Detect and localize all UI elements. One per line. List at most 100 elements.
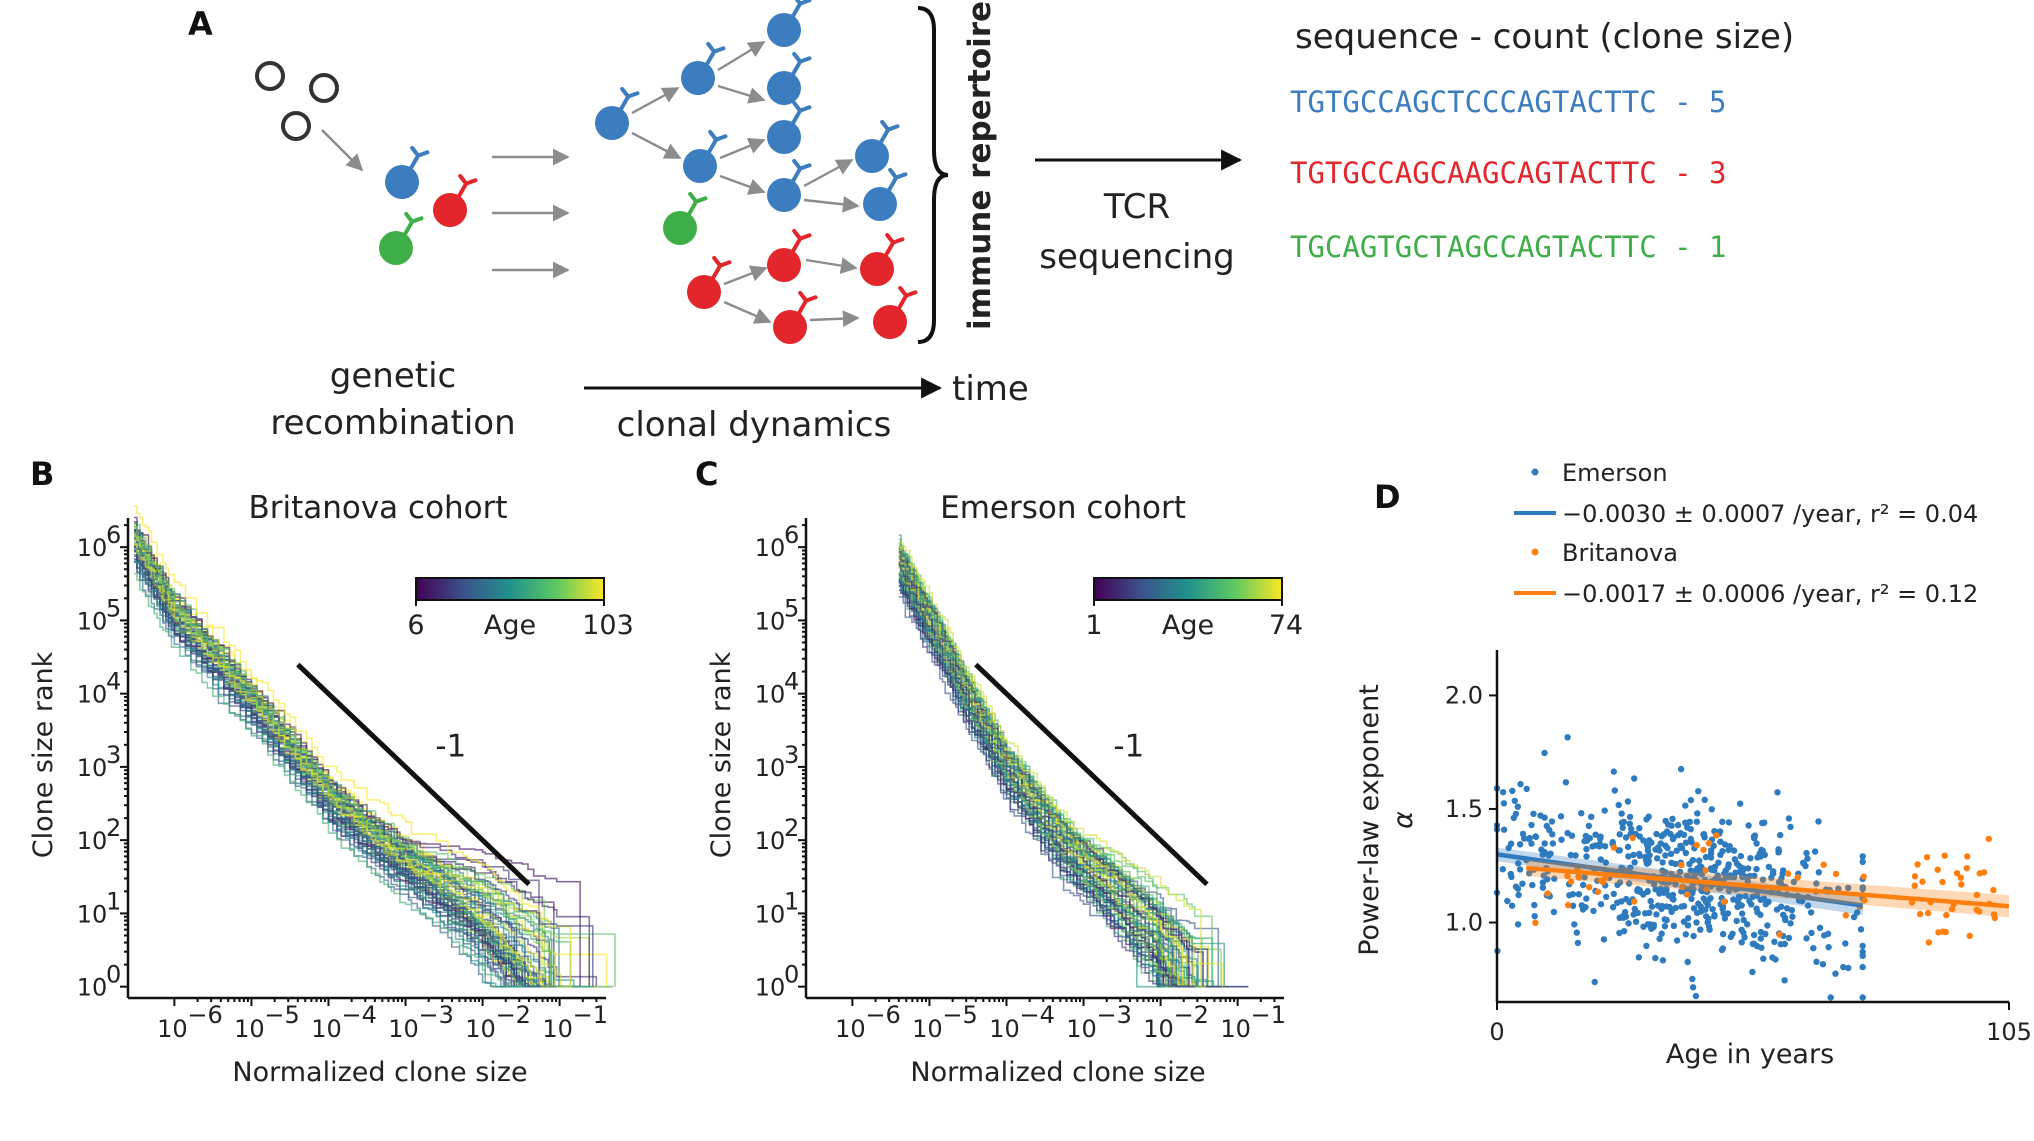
x-tick-exponent: −5: [264, 1001, 299, 1029]
scatter-point: [1631, 859, 1638, 866]
x-tick-exponent: −5: [942, 1001, 977, 1029]
scatter-point: [1634, 909, 1642, 917]
t-cell: [767, 0, 812, 47]
scatter-point: [1733, 917, 1740, 925]
scatter-point: [1657, 885, 1665, 892]
x-tick-label: 10: [542, 1015, 573, 1043]
scatter-point: [1668, 822, 1675, 829]
scatter-point: [1599, 878, 1607, 886]
scatter-point: [1705, 896, 1712, 904]
chart-title: Emerson cohort: [940, 490, 1186, 526]
genetic-label: genetic: [330, 356, 456, 396]
scatter-point: [1680, 918, 1688, 925]
sequence-green: TGCAGTGCTAGCCAGTACTTC - 1: [1290, 230, 1727, 264]
t-cell-body: [767, 13, 801, 47]
sequence-blue: TGTGCCAGCTCCCAGTACTTC - 5: [1290, 85, 1727, 119]
scatter-point: [1616, 831, 1623, 838]
scatter-point: [1708, 806, 1716, 813]
tcr-receptor-icon: [457, 174, 478, 198]
scatter-point: [1678, 861, 1685, 869]
repertoire-brace: [917, 6, 949, 344]
naive-cell: [255, 61, 285, 91]
scatter-point: [1765, 898, 1772, 905]
scatter-point: [1759, 876, 1767, 883]
scatter-point: [1744, 921, 1751, 928]
rank-curve: [898, 541, 1202, 987]
scatter-point: [1656, 890, 1663, 897]
scatter-point: [1625, 880, 1633, 887]
recombination-arrow: [321, 129, 364, 172]
t-cell: [860, 233, 905, 286]
t-cell-body: [855, 139, 889, 173]
scatter-point: [1689, 975, 1696, 983]
scatter-point: [1738, 926, 1745, 933]
scatter-point: [1647, 921, 1654, 928]
scatter-point: [1811, 848, 1819, 855]
scatter-point: [1761, 851, 1769, 859]
scatter-point: [1585, 822, 1593, 830]
scatter-point: [1760, 895, 1768, 902]
legend-britanova: Britanova: [1562, 539, 1678, 567]
t-cell-body: [767, 248, 801, 282]
scatter-point: [1564, 901, 1572, 909]
scatter-point: [1693, 919, 1700, 926]
x-axis-label: Normalized clone size: [232, 1057, 527, 1088]
t-cell: [767, 52, 812, 105]
scatter-point: [1601, 843, 1609, 850]
t-cell-body: [767, 71, 801, 105]
division-arrow: [631, 86, 680, 115]
y-tick-exponent: 2: [106, 814, 121, 842]
scatter-point: [1840, 963, 1847, 971]
scatter-point: [1842, 912, 1850, 919]
scatter-point: [1668, 859, 1675, 866]
x-tick-exponent: −1: [1251, 1001, 1286, 1029]
t-cell-body: [863, 187, 897, 221]
scatter-point: [1853, 909, 1861, 916]
scatter-point: [1672, 881, 1679, 888]
scatter-point: [1550, 908, 1558, 916]
scatter-point: [1819, 961, 1827, 968]
scatter-point: [1583, 853, 1590, 860]
scatter-point: [1738, 939, 1745, 946]
scatter-point: [1914, 861, 1921, 868]
scatter-point: [1515, 891, 1522, 899]
panel-label-c: C: [695, 455, 718, 493]
y-tick-label: 10: [77, 827, 108, 855]
panel-label-d: D: [1374, 478, 1401, 516]
scatter-point: [1859, 858, 1866, 866]
y-tick-label: 10: [77, 974, 108, 1002]
scatter-point: [1514, 803, 1522, 810]
tcr-receptor-icon: [879, 120, 900, 144]
tcr-receptor-icon: [887, 168, 908, 192]
x-tick-label: 10: [465, 1015, 496, 1043]
scatter-point: [1845, 884, 1852, 892]
slope-line: [296, 662, 531, 887]
colorbar-label: Age: [1162, 610, 1214, 641]
scatter-point: [1704, 901, 1712, 909]
scatter-point: [1725, 819, 1733, 826]
tcr-receptor-icon: [687, 192, 708, 216]
scatter-point: [1543, 822, 1551, 830]
scatter-point: [1619, 913, 1627, 920]
scatter-point: [1636, 825, 1643, 832]
scatter-point: [1787, 920, 1794, 927]
rank-curve: [134, 544, 616, 987]
scatter-point: [1700, 831, 1707, 838]
scatter-point: [1572, 852, 1579, 859]
scatter-point: [1643, 816, 1650, 823]
scatter-point: [1567, 878, 1575, 885]
scatter-point: [1525, 835, 1533, 842]
y-tick-label: 10: [77, 900, 108, 928]
rank-curves: [134, 505, 616, 988]
t-cell-body: [385, 165, 419, 199]
scatter-point: [1685, 915, 1692, 922]
scatter-point: [1985, 835, 1993, 843]
scatter-point: [1658, 930, 1665, 937]
scatter-point: [1531, 913, 1538, 920]
scatter-point: [1601, 807, 1608, 814]
scatter-point: [1500, 826, 1508, 833]
scatter-point: [1597, 901, 1605, 908]
scatter-point: [1549, 840, 1557, 847]
scatter-point: [1725, 887, 1733, 895]
scatter-point: [1575, 874, 1583, 881]
